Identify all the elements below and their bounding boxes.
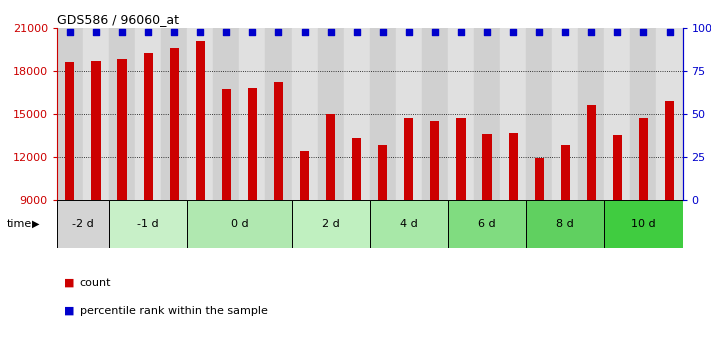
Bar	[613, 136, 622, 200]
Bar	[422, 28, 448, 200]
Bar	[213, 28, 240, 200]
Bar	[109, 200, 187, 248]
Bar	[474, 28, 500, 200]
Bar	[196, 41, 205, 200]
Point	[611, 29, 623, 35]
Bar	[370, 200, 448, 248]
Bar	[665, 101, 674, 200]
Point	[117, 29, 128, 35]
Bar	[430, 121, 439, 200]
Point	[64, 29, 75, 35]
Bar	[639, 118, 648, 200]
Text: time: time	[7, 219, 33, 229]
Bar	[370, 28, 396, 200]
Bar	[170, 48, 178, 200]
Bar	[526, 200, 604, 248]
Bar	[508, 132, 518, 200]
Bar	[248, 88, 257, 200]
Text: 8 d: 8 d	[557, 219, 574, 229]
Point	[377, 29, 388, 35]
Point	[403, 29, 415, 35]
Bar	[318, 28, 343, 200]
Text: 10 d: 10 d	[631, 219, 656, 229]
Bar	[526, 28, 552, 200]
Point	[455, 29, 466, 35]
Bar	[535, 158, 544, 200]
Bar	[631, 28, 656, 200]
Bar	[500, 28, 526, 200]
Point	[638, 29, 649, 35]
Bar	[483, 134, 491, 200]
Point	[560, 29, 571, 35]
Bar	[405, 118, 413, 200]
Bar	[240, 28, 265, 200]
Bar	[448, 28, 474, 200]
Point	[142, 29, 154, 35]
Bar	[396, 28, 422, 200]
Point	[481, 29, 493, 35]
Bar	[57, 28, 83, 200]
Bar	[578, 28, 604, 200]
Bar	[144, 53, 153, 200]
Point	[273, 29, 284, 35]
Point	[429, 29, 441, 35]
Bar	[109, 28, 135, 200]
Point	[299, 29, 310, 35]
Bar	[343, 28, 370, 200]
Bar	[561, 146, 570, 200]
Point	[533, 29, 545, 35]
Text: 4 d: 4 d	[400, 219, 417, 229]
Text: -2 d: -2 d	[72, 219, 94, 229]
Bar	[656, 28, 683, 200]
Point	[169, 29, 180, 35]
Point	[664, 29, 675, 35]
Text: ■: ■	[64, 306, 75, 315]
Bar	[378, 146, 387, 200]
Bar	[326, 114, 335, 200]
Point	[195, 29, 206, 35]
Bar	[604, 200, 683, 248]
Bar	[300, 151, 309, 200]
Bar	[456, 118, 466, 200]
Text: -1 d: -1 d	[137, 219, 159, 229]
Bar	[187, 200, 292, 248]
Bar	[274, 82, 283, 200]
Point	[247, 29, 258, 35]
Text: GDS586 / 96060_at: GDS586 / 96060_at	[57, 13, 179, 27]
Point	[325, 29, 336, 35]
Bar	[161, 28, 187, 200]
Bar	[292, 28, 318, 200]
Text: count: count	[80, 278, 111, 288]
Text: 6 d: 6 d	[479, 219, 496, 229]
Bar	[352, 138, 361, 200]
Text: ▶: ▶	[32, 219, 40, 229]
Bar	[222, 89, 231, 200]
Bar	[292, 200, 370, 248]
Bar	[587, 105, 596, 200]
Bar	[57, 200, 109, 248]
Bar	[117, 59, 127, 200]
Bar	[265, 28, 292, 200]
Text: 2 d: 2 d	[322, 219, 339, 229]
Point	[586, 29, 597, 35]
Bar	[187, 28, 213, 200]
Text: 0 d: 0 d	[230, 219, 248, 229]
Point	[220, 29, 232, 35]
Point	[90, 29, 102, 35]
Point	[508, 29, 519, 35]
Point	[351, 29, 363, 35]
Text: ■: ■	[64, 278, 75, 288]
Bar	[65, 62, 75, 200]
Bar	[83, 28, 109, 200]
Bar	[135, 28, 161, 200]
Bar	[92, 61, 100, 200]
Bar	[552, 28, 578, 200]
Text: percentile rank within the sample: percentile rank within the sample	[80, 306, 267, 315]
Bar	[604, 28, 631, 200]
Bar	[448, 200, 526, 248]
